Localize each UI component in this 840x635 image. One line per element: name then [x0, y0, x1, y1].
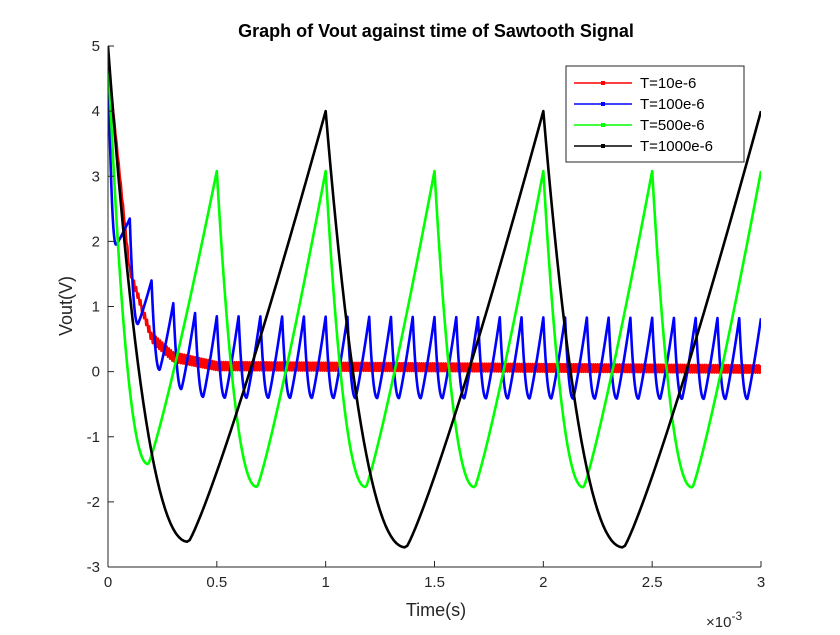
x-axis-exponent: ×10-3 — [706, 609, 742, 631]
x-tick-label: 1.5 — [424, 574, 445, 591]
series-line-2 — [108, 52, 761, 401]
y-tick-label: 2 — [92, 233, 100, 250]
series-layer — [108, 46, 761, 549]
legend-marker — [601, 102, 605, 106]
y-tick-label: 5 — [92, 38, 100, 55]
x-tick-label: 3 — [757, 574, 765, 591]
legend-marker — [601, 123, 605, 127]
y-tick-label: -3 — [87, 559, 100, 576]
x-tick-label: 2 — [539, 574, 547, 591]
x-axis-label: Time(s) — [406, 600, 466, 620]
y-tick-label: 3 — [92, 168, 100, 185]
legend-entry: T=100e-6 — [640, 96, 705, 113]
legend: T=10e-6 T=100e-6 T=500e-6 T=1000e-6 — [565, 65, 745, 163]
y-tick-label: 0 — [92, 364, 100, 381]
y-tick-label: -2 — [87, 494, 100, 511]
series-line-1 — [108, 58, 761, 375]
legend-marker — [601, 81, 605, 85]
y-axis-label: Vout(V) — [56, 276, 76, 336]
series-line-4 — [108, 46, 761, 549]
axes: 0 0.5 1 1.5 2 2.5 3 -3 -2 -1 0 1 2 3 4 5 — [87, 38, 766, 591]
x-exponent-power: -3 — [731, 609, 742, 623]
y-tick-label: -1 — [87, 429, 100, 446]
series-line-3 — [108, 52, 761, 489]
legend-entry: T=1000e-6 — [640, 138, 713, 155]
x-tick-label: 0 — [104, 574, 112, 591]
x-ticks: 0 0.5 1 1.5 2 2.5 3 — [104, 561, 765, 591]
legend-entry: T=10e-6 — [640, 75, 696, 92]
legend-marker — [601, 144, 605, 148]
y-tick-label: 4 — [92, 103, 100, 120]
x-tick-label: 1 — [321, 574, 329, 591]
chart-title: Graph of Vout against time of Sawtooth S… — [238, 21, 634, 41]
y-tick-label: 1 — [92, 299, 100, 316]
x-exponent-prefix: ×10 — [706, 614, 731, 630]
plot-area — [108, 46, 761, 549]
svg-text:×10-3: ×10-3 — [706, 609, 742, 630]
x-tick-label: 2.5 — [642, 574, 663, 591]
x-tick-label: 0.5 — [206, 574, 227, 591]
legend-entry: T=500e-6 — [640, 117, 705, 134]
y-ticks: -3 -2 -1 0 1 2 3 4 5 — [87, 38, 114, 576]
